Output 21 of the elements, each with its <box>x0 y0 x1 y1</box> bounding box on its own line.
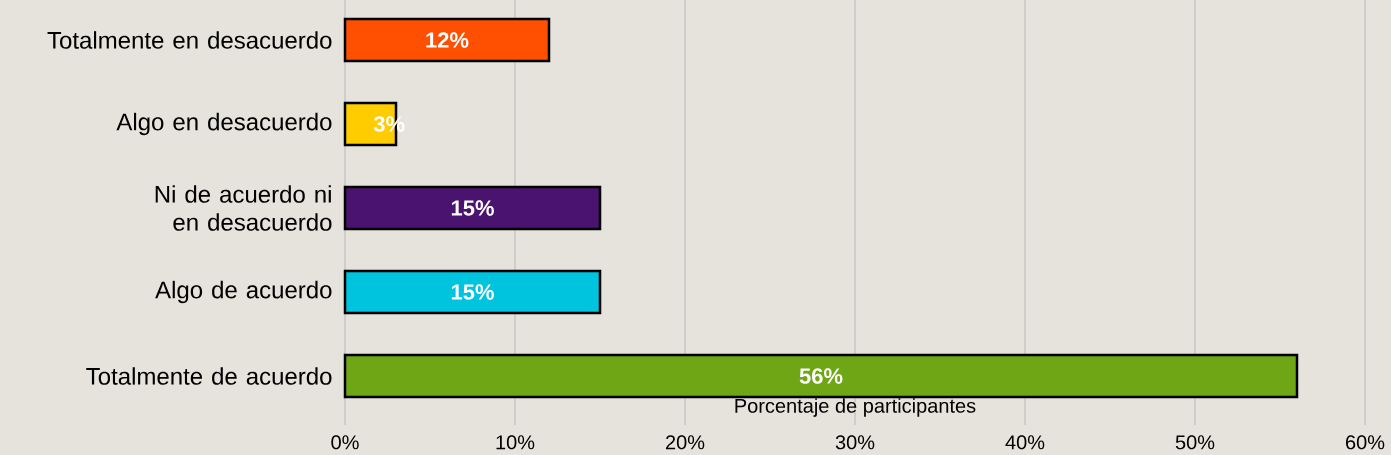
x-tick-label: 10% <box>496 435 535 450</box>
y-tick-label: Totalmente de acuerdo <box>86 367 332 385</box>
x-tick-label: 0% <box>331 435 359 450</box>
y-tick-label: Algo en desacuerdo <box>116 112 332 136</box>
y-tick-label: Algo de acuerdo <box>155 280 332 304</box>
y-tick-label: Ni de acuerdo ni en desacuerdo <box>155 185 332 231</box>
bar <box>343 269 602 315</box>
x-tick-label: 40% <box>1005 435 1045 450</box>
bar <box>343 17 551 63</box>
data-label: 15% <box>451 200 494 216</box>
bar <box>343 353 1299 399</box>
data-label: 15% <box>451 284 494 300</box>
x-tick-label: 30% <box>835 435 875 450</box>
x-axis-title: Porcentaje de participantes <box>735 398 976 417</box>
x-tick-label: 60% <box>1346 435 1385 450</box>
bar <box>343 185 602 231</box>
data-label: 56% <box>799 368 843 384</box>
x-tick-label: 50% <box>1175 435 1215 450</box>
data-label: 12% <box>426 32 469 48</box>
x-tick-label: 20% <box>665 435 705 450</box>
y-tick-label: Totalmente en desacuerdo <box>47 31 332 49</box>
